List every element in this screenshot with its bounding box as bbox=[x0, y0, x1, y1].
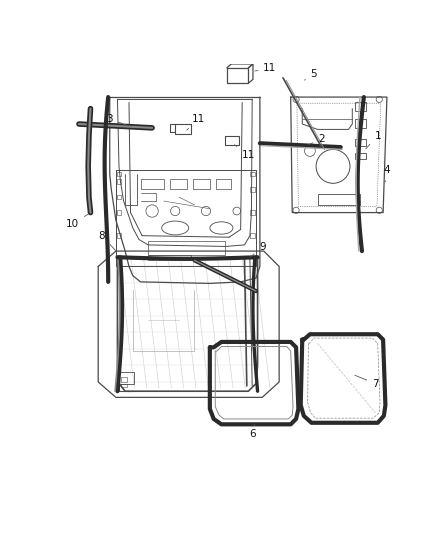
Bar bbox=[120, 384, 127, 387]
Text: 11: 11 bbox=[187, 114, 205, 130]
Text: 11: 11 bbox=[255, 63, 276, 73]
Bar bbox=[117, 195, 121, 199]
Text: 5: 5 bbox=[304, 69, 317, 80]
Bar bbox=[250, 187, 254, 192]
Text: 6: 6 bbox=[249, 424, 255, 439]
Text: 10: 10 bbox=[66, 214, 88, 229]
Bar bbox=[117, 210, 121, 215]
Text: 2: 2 bbox=[309, 134, 325, 144]
Bar bbox=[170, 179, 187, 189]
Bar bbox=[318, 194, 360, 205]
Bar bbox=[216, 179, 231, 189]
Text: 7: 7 bbox=[355, 375, 379, 389]
Bar bbox=[148, 255, 191, 260]
Bar bbox=[148, 241, 225, 255]
Bar bbox=[355, 139, 366, 147]
Text: 1: 1 bbox=[366, 131, 381, 149]
Bar bbox=[193, 179, 210, 189]
Bar bbox=[119, 372, 134, 384]
Bar bbox=[250, 172, 254, 176]
Bar bbox=[250, 233, 254, 238]
Text: 11: 11 bbox=[234, 145, 255, 160]
Text: 3: 3 bbox=[106, 114, 127, 125]
Bar bbox=[117, 180, 121, 184]
Bar bbox=[120, 377, 127, 382]
Bar bbox=[117, 233, 121, 238]
Bar bbox=[355, 102, 366, 111]
Text: 9: 9 bbox=[251, 242, 265, 257]
Bar bbox=[250, 210, 254, 215]
Bar bbox=[355, 119, 366, 128]
Bar bbox=[141, 179, 164, 189]
Text: 8: 8 bbox=[99, 231, 116, 251]
Bar bbox=[117, 172, 121, 176]
Bar bbox=[355, 152, 366, 159]
Text: 4: 4 bbox=[384, 165, 390, 182]
